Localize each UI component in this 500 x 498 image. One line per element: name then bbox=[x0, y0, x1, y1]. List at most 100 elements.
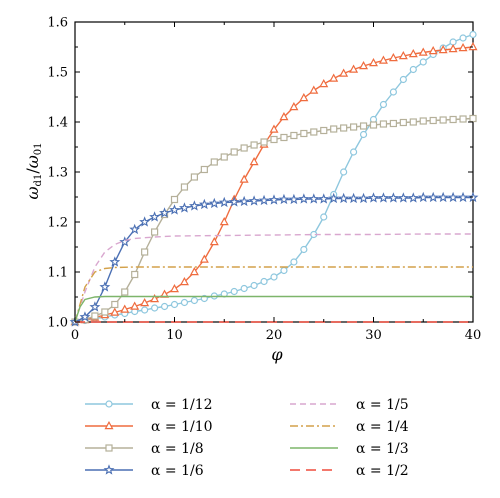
data-point bbox=[358, 192, 369, 204]
legend-item: α = 1/6 bbox=[85, 463, 204, 479]
legend-marker bbox=[104, 420, 114, 430]
data-point bbox=[349, 64, 359, 73]
data-point bbox=[379, 100, 388, 109]
legend-item: α = 1/8 bbox=[85, 441, 204, 457]
data-point bbox=[468, 41, 478, 51]
y-tick-label: 1.6 bbox=[47, 16, 68, 31]
data-point bbox=[180, 183, 189, 191]
data-point bbox=[308, 193, 320, 204]
data-point bbox=[218, 196, 230, 208]
data-point bbox=[340, 168, 348, 176]
data-point bbox=[350, 148, 358, 156]
data-point bbox=[419, 58, 427, 66]
legend-item: α = 1/4 bbox=[290, 419, 409, 435]
data-point bbox=[159, 207, 170, 218]
data-point bbox=[120, 304, 130, 313]
data-point bbox=[150, 293, 160, 303]
data-point bbox=[469, 114, 477, 123]
data-point bbox=[338, 192, 350, 204]
data-point bbox=[290, 258, 298, 266]
series-1 bbox=[70, 41, 478, 326]
data-point bbox=[110, 307, 120, 316]
data-point bbox=[389, 119, 397, 128]
data-point bbox=[111, 300, 119, 309]
data-point bbox=[179, 276, 189, 286]
data-point bbox=[169, 283, 180, 293]
data-point bbox=[448, 43, 458, 53]
data-point bbox=[160, 302, 169, 311]
svg-text:ωd1/ω01: ωd1/ω01 bbox=[23, 143, 44, 200]
x-axis-title: φ bbox=[271, 345, 283, 364]
data-point bbox=[210, 158, 218, 166]
legend-marker bbox=[105, 444, 113, 452]
data-point bbox=[368, 192, 379, 203]
series-line bbox=[74, 233, 473, 323]
data-point bbox=[348, 192, 360, 204]
data-point bbox=[397, 192, 409, 203]
data-point bbox=[309, 85, 319, 94]
data-point bbox=[151, 304, 159, 312]
y-tick-label: 1.1 bbox=[47, 266, 68, 281]
data-point bbox=[427, 191, 439, 203]
data-point bbox=[260, 277, 268, 286]
legend-label: α = 1/5 bbox=[356, 397, 409, 413]
data-point bbox=[459, 34, 467, 42]
data-point bbox=[141, 248, 149, 256]
data-point bbox=[299, 92, 309, 102]
data-point bbox=[359, 60, 369, 70]
data-point bbox=[268, 194, 280, 205]
series-0 bbox=[71, 30, 477, 326]
data-point bbox=[469, 30, 477, 39]
data-point bbox=[458, 42, 468, 52]
data-point bbox=[359, 122, 368, 130]
data-point bbox=[170, 195, 179, 204]
data-point bbox=[121, 288, 129, 296]
y-axis-title-slash: / bbox=[23, 168, 42, 174]
data-point bbox=[407, 192, 419, 203]
x-tick-label: 10 bbox=[166, 328, 183, 343]
series-line bbox=[74, 117, 474, 323]
series-5 bbox=[74, 266, 473, 323]
data-point bbox=[149, 211, 161, 222]
data-point bbox=[180, 298, 189, 307]
data-point bbox=[418, 47, 428, 56]
data-point bbox=[219, 216, 229, 226]
y-axis-title-num-sub: d1 bbox=[33, 174, 44, 187]
legend-marker bbox=[103, 464, 115, 475]
data-point bbox=[447, 191, 459, 203]
data-point bbox=[169, 204, 180, 215]
data-point bbox=[280, 266, 288, 275]
data-point bbox=[240, 144, 248, 152]
data-point bbox=[189, 266, 199, 276]
data-point bbox=[190, 296, 198, 305]
data-point bbox=[230, 148, 238, 156]
legend-label: α = 1/2 bbox=[356, 463, 409, 479]
data-point bbox=[208, 197, 220, 209]
y-axis-title-den-sub: 01 bbox=[33, 143, 44, 156]
data-point bbox=[109, 256, 121, 267]
data-point bbox=[91, 312, 99, 320]
data-point bbox=[319, 78, 329, 88]
data-point bbox=[439, 116, 447, 124]
data-point bbox=[89, 301, 101, 312]
series-3 bbox=[69, 191, 479, 327]
data-point bbox=[310, 128, 318, 136]
data-point bbox=[408, 48, 418, 58]
legend-marker bbox=[105, 400, 113, 408]
legend-item: α = 1/5 bbox=[290, 397, 409, 413]
data-point bbox=[298, 193, 310, 204]
series-layer bbox=[69, 30, 479, 327]
data-point bbox=[129, 223, 141, 235]
series-line bbox=[74, 46, 474, 323]
legend-label: α = 1/12 bbox=[151, 397, 213, 413]
data-point bbox=[249, 156, 259, 166]
data-point bbox=[209, 236, 219, 246]
data-point bbox=[417, 191, 429, 203]
series-4 bbox=[74, 233, 473, 323]
y-axis-title-num: ω bbox=[23, 186, 42, 199]
legend-label: α = 1/4 bbox=[356, 419, 409, 435]
data-point bbox=[190, 173, 198, 181]
data-point bbox=[399, 118, 407, 127]
data-point bbox=[330, 125, 338, 133]
